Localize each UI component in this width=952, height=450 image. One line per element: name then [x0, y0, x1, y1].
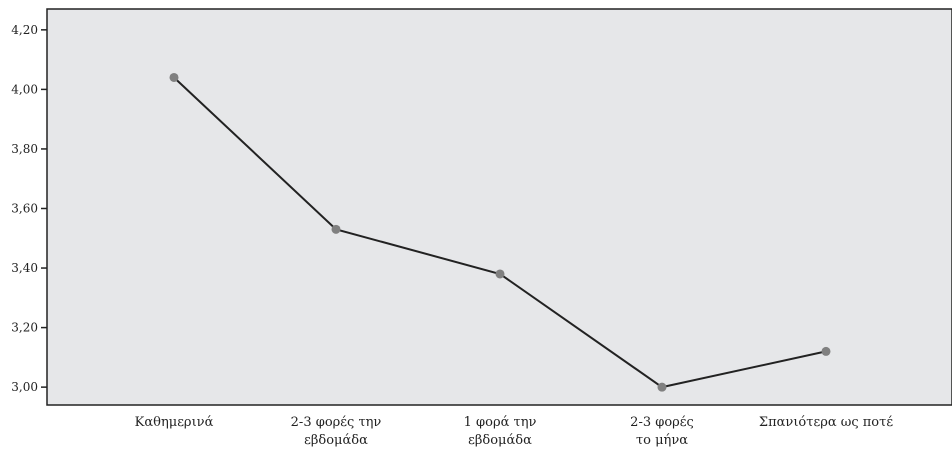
data-point: [496, 269, 505, 278]
y-tick-label: 3,20: [11, 321, 38, 335]
y-tick-label: 3,80: [11, 142, 38, 156]
data-point: [822, 347, 831, 356]
data-point: [170, 73, 179, 82]
y-tick-label: 3,60: [11, 201, 38, 215]
y-tick-label: 4,20: [11, 23, 38, 37]
y-tick-label: 3,00: [11, 380, 38, 394]
y-axis-ticks: 4,20 4,00 3,80 3,60 3,40 3,20 3,00: [11, 23, 47, 394]
x-category-label: 2-3 φορές το μήνα: [630, 415, 694, 448]
data-point: [332, 225, 341, 234]
x-category-label: 1 φορά την εβδομάδα: [464, 415, 537, 448]
y-tick-label: 3,40: [11, 261, 38, 275]
x-category-label: Καθημερινά: [135, 415, 214, 430]
x-category-label: 2-3 φορές την εβδομάδα: [291, 415, 382, 448]
y-tick-label: 4,00: [11, 82, 38, 96]
data-point: [658, 383, 667, 392]
x-category-label: Σπανιότερα ως ποτέ: [759, 415, 893, 430]
plot-area: [47, 9, 952, 405]
x-axis-category-labels: Καθημερινά 2-3 φορές την εβδομάδα 1 φορά τη…: [135, 415, 894, 448]
